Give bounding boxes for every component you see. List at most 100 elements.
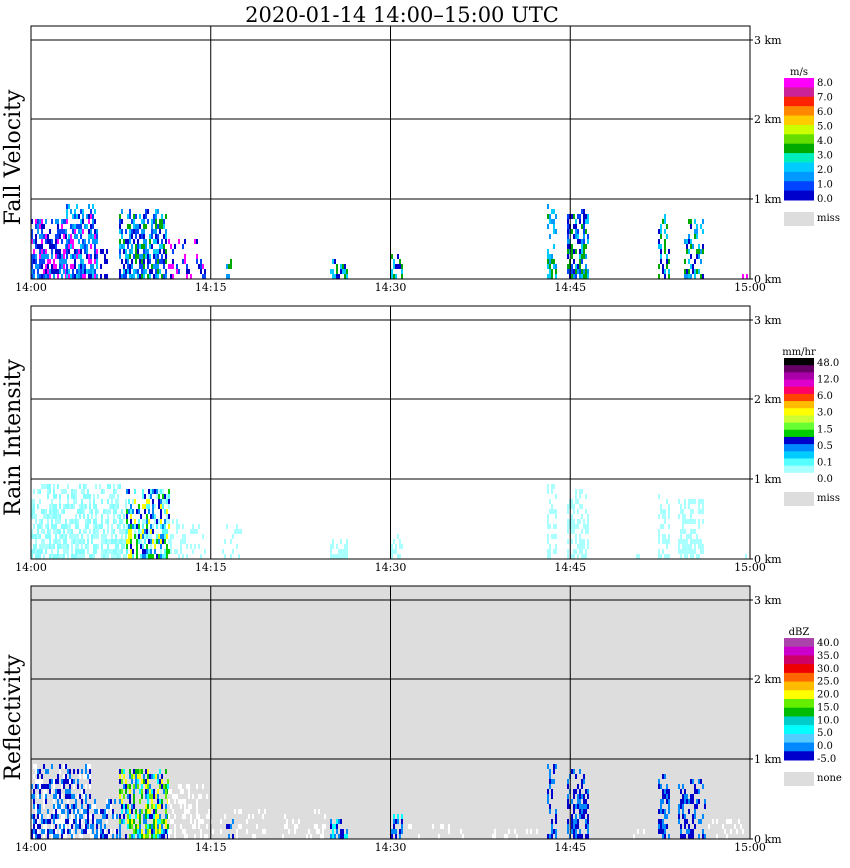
echo-cell xyxy=(75,544,77,549)
echo-cell xyxy=(174,814,176,819)
echo-cell xyxy=(51,779,53,784)
echo-cell xyxy=(664,824,666,829)
echo-cell xyxy=(567,214,569,219)
echo-cell xyxy=(694,274,696,279)
echo-cell xyxy=(151,814,153,819)
echo-cell xyxy=(585,804,587,809)
echo-cell xyxy=(555,819,557,824)
echo-cell xyxy=(123,249,125,254)
echo-cell xyxy=(585,274,587,279)
echo-cell xyxy=(158,499,160,504)
echo-cell xyxy=(73,769,75,774)
echo-cell xyxy=(686,554,688,559)
echo-cell xyxy=(579,219,581,224)
echo-cell xyxy=(108,829,110,834)
echo-cell xyxy=(666,554,668,559)
echo-cell xyxy=(282,834,284,839)
echo-cell xyxy=(39,259,41,264)
echo-cell xyxy=(236,544,238,549)
echo-cell xyxy=(577,544,579,549)
echo-cell xyxy=(103,539,105,544)
echo-cell xyxy=(41,234,43,239)
echo-cell xyxy=(129,249,131,254)
echo-cell xyxy=(143,224,145,229)
echo-cell xyxy=(65,229,67,234)
echo-cell xyxy=(344,274,346,279)
echo-cell xyxy=(150,514,152,519)
echo-cell xyxy=(555,264,557,269)
y-tick-label: 3 km xyxy=(754,34,782,47)
echo-cell xyxy=(399,829,401,834)
echo-cell xyxy=(49,554,51,559)
echo-cell xyxy=(742,829,744,834)
echo-cell xyxy=(33,534,35,539)
echo-cell xyxy=(75,524,77,529)
echo-cell xyxy=(57,514,59,519)
echo-cell xyxy=(168,514,170,519)
echo-cell xyxy=(127,259,129,264)
echo-cell xyxy=(200,269,202,274)
echo-cell xyxy=(690,514,692,519)
echo-cell xyxy=(125,229,127,234)
echo-cell xyxy=(158,519,160,524)
echo-cell xyxy=(31,254,33,259)
echo-cell xyxy=(684,824,686,829)
echo-cell xyxy=(690,829,692,834)
echo-cell xyxy=(318,809,320,814)
echo-cell xyxy=(577,824,579,829)
echo-cell xyxy=(110,799,112,804)
echo-cell xyxy=(39,249,41,254)
echo-cell xyxy=(90,214,92,219)
echo-cell xyxy=(686,819,688,824)
echo-cell xyxy=(678,809,680,814)
echo-cell xyxy=(96,834,98,839)
echo-cell xyxy=(92,829,94,834)
echo-cell xyxy=(579,789,581,794)
echo-cell xyxy=(55,819,57,824)
echo-cell xyxy=(75,814,77,819)
echo-cell xyxy=(43,819,45,824)
echo-cell xyxy=(698,244,700,249)
echo-cell xyxy=(448,829,450,834)
echo-cell xyxy=(41,819,43,824)
echo-cell xyxy=(504,834,506,839)
echo-cell xyxy=(161,274,163,279)
echo-cell xyxy=(51,834,53,839)
echo-cell xyxy=(55,264,57,269)
echo-cell xyxy=(692,779,694,784)
echo-cell xyxy=(662,524,664,529)
echo-cell xyxy=(165,259,167,264)
echo-cell xyxy=(690,529,692,534)
echo-cell xyxy=(166,514,168,519)
echo-cell xyxy=(172,809,174,814)
echo-cell xyxy=(551,259,553,264)
echo-cell xyxy=(37,814,39,819)
echo-cell xyxy=(658,824,660,829)
echo-cell xyxy=(119,794,121,799)
echo-cell xyxy=(41,779,43,784)
echo-cell xyxy=(684,274,686,279)
echo-cell xyxy=(68,249,70,254)
echo-cell xyxy=(121,259,123,264)
echo-cell xyxy=(53,269,55,274)
echo-cell xyxy=(53,799,55,804)
echo-cell xyxy=(111,539,113,544)
echo-cell xyxy=(164,494,166,499)
echo-cell xyxy=(549,259,551,264)
echo-cell xyxy=(59,499,61,504)
echo-cell xyxy=(81,539,83,544)
echo-cell xyxy=(92,804,94,809)
echo-cell xyxy=(149,269,151,274)
echo-cell xyxy=(37,834,39,839)
y-tick-label: 3 km xyxy=(754,314,782,327)
echo-cell xyxy=(95,534,97,539)
echo-cell xyxy=(116,814,118,819)
echo-cell xyxy=(688,549,690,554)
echo-cell xyxy=(139,274,141,279)
echo-cell xyxy=(460,829,462,834)
echo-cell xyxy=(690,254,692,259)
echo-cell xyxy=(67,804,69,809)
echo-cell xyxy=(131,264,133,269)
